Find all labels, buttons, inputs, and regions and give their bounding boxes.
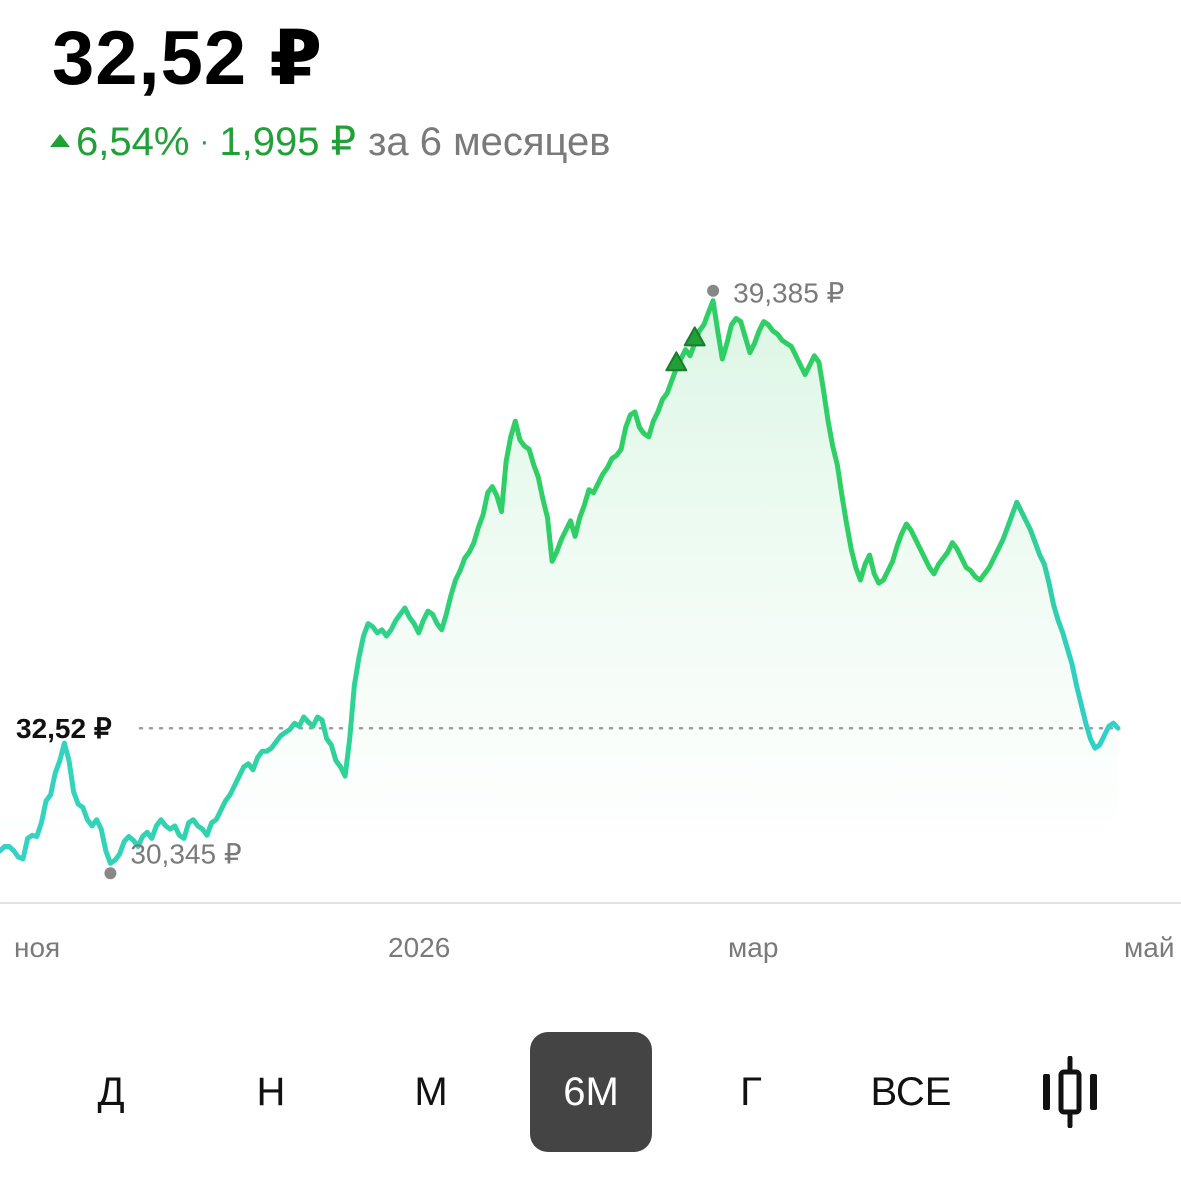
up-arrow-icon bbox=[50, 133, 70, 147]
separator-dot: · bbox=[199, 125, 210, 158]
candlestick-toggle-button[interactable] bbox=[1030, 1052, 1110, 1132]
tab-week[interactable]: Н bbox=[256, 1069, 286, 1114]
change-percent: 6,54% bbox=[76, 120, 190, 164]
max-point bbox=[707, 284, 720, 297]
change-absolute: 1,995 ₽ bbox=[219, 120, 357, 164]
chart-line bbox=[0, 298, 1121, 866]
x-label-nov: ноя bbox=[14, 932, 60, 963]
candlestick-icon bbox=[1043, 1056, 1097, 1128]
max-price-label: 39,385 ₽ bbox=[733, 278, 844, 309]
min-price-label: 30,345 ₽ bbox=[130, 838, 241, 869]
min-point bbox=[104, 867, 117, 880]
tab-all[interactable]: ВСЕ bbox=[870, 1069, 952, 1114]
x-label-may: май bbox=[1124, 932, 1174, 963]
buy-marker-1 bbox=[665, 351, 688, 372]
current-price: 32,52 ₽ bbox=[52, 16, 324, 101]
tab-day[interactable]: Д bbox=[97, 1069, 125, 1114]
change-period: за 6 месяцев bbox=[368, 120, 611, 164]
period-tabs: Д Н М 6М Г ВСЕ bbox=[0, 1030, 1181, 1154]
current-price-label: 32,52 ₽ bbox=[16, 713, 112, 744]
chart-area bbox=[0, 300, 1118, 864]
tab-year[interactable]: Г bbox=[740, 1069, 762, 1114]
price-change: 6,54% · 1,995 ₽ за 6 месяцев bbox=[50, 118, 611, 166]
x-label-2026: 2026 bbox=[388, 932, 450, 963]
x-label-mar: мар bbox=[728, 932, 778, 963]
buy-marker-2 bbox=[683, 326, 706, 347]
tab-6-months[interactable]: 6М bbox=[530, 1032, 652, 1152]
tab-month[interactable]: М bbox=[414, 1069, 448, 1114]
price-chart[interactable]: 32,52 ₽ 39,385 ₽ 30,345 ₽ ноя 2026 мар м… bbox=[0, 180, 1181, 980]
